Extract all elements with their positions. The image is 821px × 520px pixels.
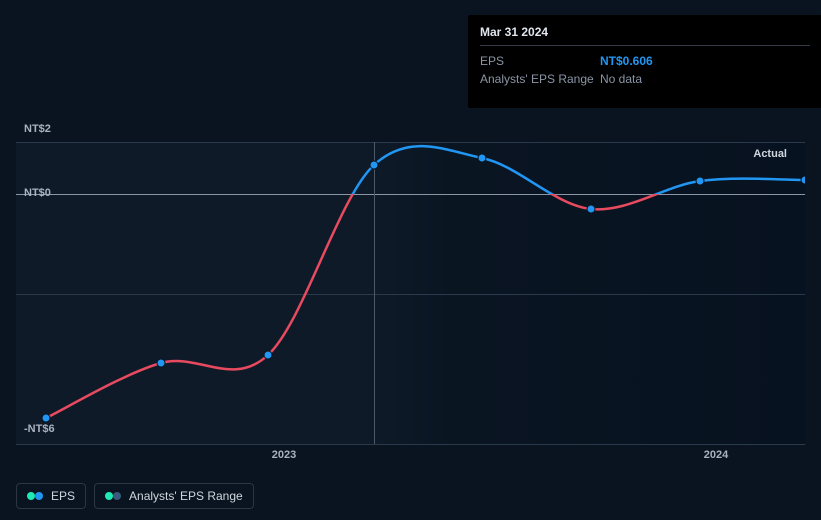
plot-area (16, 142, 805, 444)
tooltip-key: EPS (480, 52, 600, 70)
eps-chart[interactable]: NT$2 NT$0 -NT$6 2023 2024 Actual Mar 31 … (16, 0, 805, 475)
gridline-top (16, 142, 805, 143)
legend-item-eps[interactable]: EPS (16, 483, 86, 509)
chart-tooltip: Mar 31 2024 EPS NT$0.606 Analysts' EPS R… (468, 15, 821, 108)
tooltip-value: NT$0.606 (600, 52, 653, 70)
gridline-bottom (16, 444, 805, 445)
y-axis-label: NT$2 (24, 123, 51, 135)
legend-label: Analysts' EPS Range (129, 489, 243, 503)
tooltip-key: Analysts' EPS Range (480, 70, 600, 88)
legend-swatch (27, 492, 43, 500)
tooltip-value: No data (600, 70, 642, 88)
x-axis-label: 2023 (272, 449, 296, 461)
x-axis-label: 2024 (704, 449, 728, 461)
y-axis-label: -NT$6 (24, 423, 55, 435)
legend-label: EPS (51, 489, 75, 503)
legend-item-analysts-range[interactable]: Analysts' EPS Range (94, 483, 254, 509)
tooltip-title: Mar 31 2024 (480, 25, 810, 46)
tooltip-row: Analysts' EPS Range No data (480, 70, 810, 88)
gridline (16, 294, 805, 295)
actual-label: Actual (753, 148, 787, 160)
tooltip-row: EPS NT$0.606 (480, 52, 810, 70)
y-axis-label: NT$0 (24, 187, 51, 199)
chart-legend: EPS Analysts' EPS Range (16, 483, 254, 509)
gridline-zero (16, 194, 805, 195)
legend-swatch (105, 492, 121, 500)
hover-vline (374, 142, 375, 444)
